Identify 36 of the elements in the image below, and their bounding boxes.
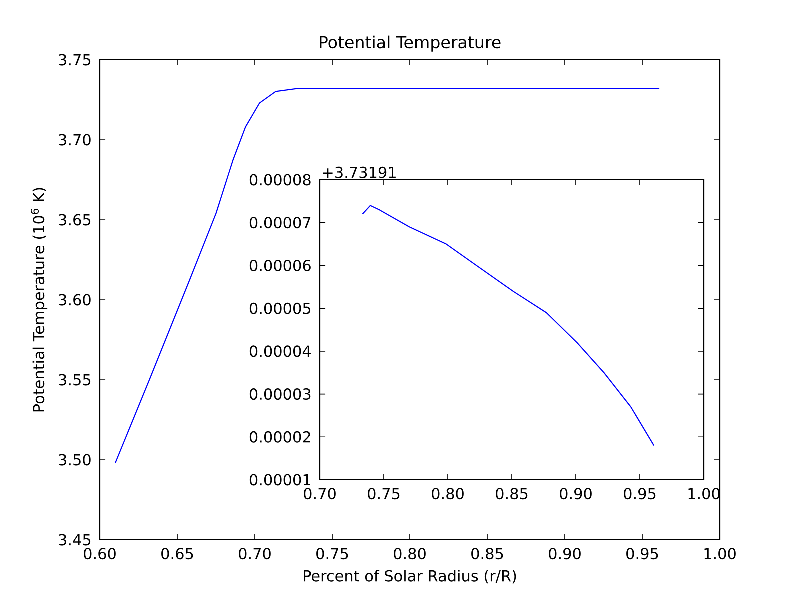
x-tick-label: 0.70 [239,548,271,560]
x-tick-label: 0.85 [472,548,504,560]
x-tick-label: 0.90 [560,488,592,500]
x-tick-label: 0.80 [394,548,426,560]
y-tick-label: 0.00004 [250,346,312,358]
x-tick-label: 0.75 [316,548,348,560]
y-tick-label: 0.00002 [250,431,310,443]
y-tick-label: 0.00001 [250,474,310,486]
y-tick-label: 0.00007 [250,217,311,229]
x-tick-label: 0.85 [496,488,528,500]
line-series [362,205,655,446]
y-tick-label: 3.50 [59,454,91,466]
x-tick-label: 0.80 [432,488,464,500]
y-tick-label: 3.65 [59,214,91,226]
y-tick-label: 0.00003 [250,388,311,400]
x-tick-label: 0.95 [626,548,658,560]
y-tick-label: 3.55 [59,374,91,386]
annotation: +3.73191 [323,166,396,178]
y-tick-label: 3.70 [59,134,91,146]
chart-title: Potential Temperature [320,36,501,52]
x-tick-label: 0.90 [549,548,581,560]
x-tick-label: 1.00 [704,548,736,560]
y-tick-label: 3.60 [59,294,91,306]
y-tick-label: 0.00006 [250,260,311,272]
x-tick-label: 1.00 [688,488,720,500]
x-tick-label: 0.60 [84,548,116,560]
y-tick-label: 0.00008 [250,174,311,186]
x-tick-label: 0.65 [162,548,194,560]
y-axis-title: Potential Temperature (10$^{6}$ K) [31,188,48,412]
y-tick-label: 0.00005 [250,302,311,314]
x-tick-label: 0.75 [368,488,400,500]
x-tick-label: 0.95 [624,488,656,500]
y-tick-label: 3.75 [59,54,91,66]
y-tick-label: 3.45 [59,534,91,546]
x-axis-title: Percent of Solar Radius (r/R) [304,570,516,584]
x-tick-label: 0.70 [304,488,336,500]
